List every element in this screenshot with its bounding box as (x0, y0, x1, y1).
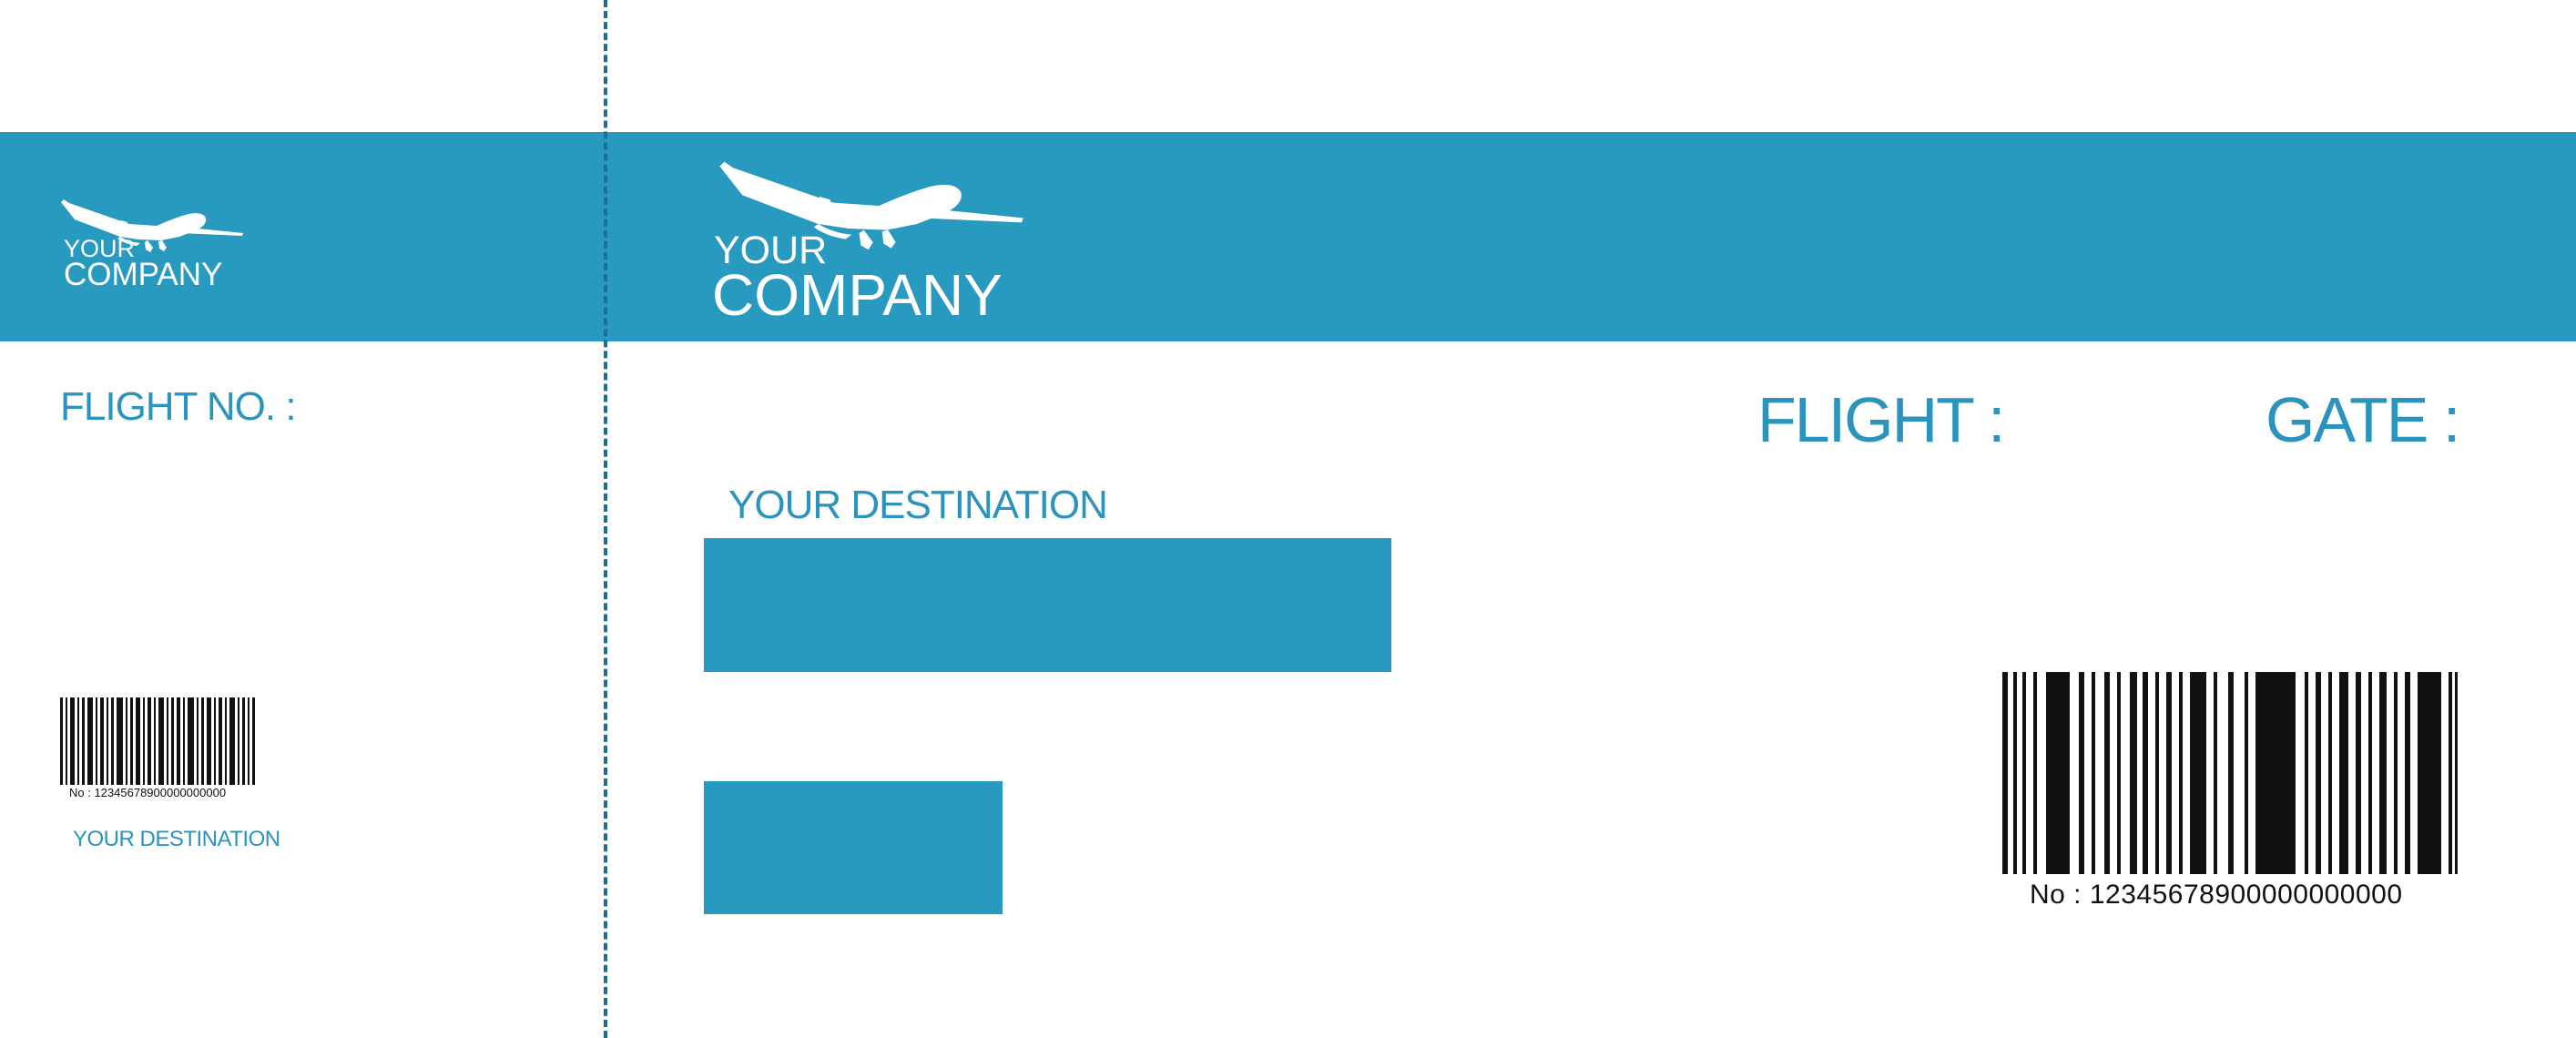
stub-destination-label: YOUR DESTINATION (73, 827, 280, 851)
stub-barcode (60, 697, 255, 785)
company-line2: COMPANY (712, 262, 1003, 328)
header-band (0, 132, 2576, 341)
flight-label: FLIGHT : (1757, 384, 2006, 455)
main-barcode (2002, 672, 2458, 874)
airplane-icon (703, 160, 1040, 251)
company-line1: YOUR (714, 229, 828, 272)
perforation-line (604, 0, 607, 1038)
stub-company-line1: YOUR (64, 235, 136, 262)
main-barcode-number: No : 12345678900000000000 (2030, 880, 2403, 910)
destination-label: YOUR DESTINATION (728, 483, 1108, 527)
airplane-icon (56, 198, 248, 253)
gate-label: GATE : (2265, 384, 2460, 455)
secondary-field (704, 781, 1003, 914)
stub-flight-no-label: FLIGHT NO. : (60, 384, 297, 429)
stub-barcode-number: No : 12345678900000000000 (69, 786, 227, 799)
stub-company-line2: COMPANY (64, 257, 223, 292)
destination-field (704, 538, 1391, 672)
